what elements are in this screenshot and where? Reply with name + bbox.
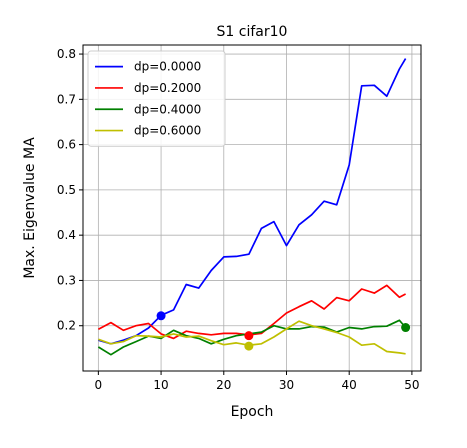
legend-label: dp=0.2000 <box>134 81 201 95</box>
marker-layer <box>156 311 411 351</box>
x-axis-title: Epoch <box>231 404 274 420</box>
series-marker-0 <box>156 311 166 321</box>
legend-box <box>87 50 226 147</box>
series-marker-1 <box>244 331 254 341</box>
series-line-3 <box>98 320 406 355</box>
y-axis-title: Max. Eigenvalue MA <box>22 137 38 279</box>
y-tick-label: 0.5 <box>57 183 76 197</box>
series-line-1 <box>97 284 406 340</box>
y-tick-label: 0.3 <box>57 273 76 287</box>
series-marker-3 <box>244 341 254 351</box>
legend-label: dp=0.6000 <box>134 124 201 138</box>
y-tick-label: 0.2 <box>57 319 76 333</box>
x-tick-label: 40 <box>342 378 357 392</box>
y-tick-label: 0.8 <box>57 47 76 61</box>
x-tick-label: 50 <box>404 378 419 392</box>
chart-title: S1 cifar10 <box>217 24 288 40</box>
x-tick-label: 30 <box>279 378 294 392</box>
legend-label: dp=0.0000 <box>134 60 201 74</box>
plot-frame <box>82 44 422 372</box>
ticks: 0 10 20 30 40 50 0.2 0.3 0.4 0.5 0.6 0.7 0.8 <box>57 47 420 392</box>
x-tick-label: 10 <box>153 378 168 392</box>
y-tick-label: 0.4 <box>57 228 76 242</box>
series-marker-2 <box>401 323 411 333</box>
y-tick-label: 0.7 <box>57 92 76 106</box>
series-layer <box>97 58 407 356</box>
y-tick-label: 0.6 <box>57 138 76 152</box>
x-tick-label: 20 <box>216 378 231 392</box>
legend-label: dp=0.4000 <box>134 102 201 116</box>
x-tick-label: 0 <box>95 378 103 392</box>
legend: dp=0.0000 dp=0.2000 dp=0.4000 dp=0.6000 <box>87 50 226 147</box>
